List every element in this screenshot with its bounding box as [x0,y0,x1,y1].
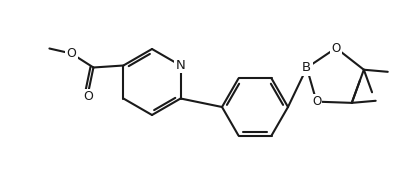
Text: O: O [331,42,341,55]
Text: O: O [84,90,93,103]
Text: N: N [176,59,186,72]
Text: O: O [312,95,321,108]
Text: B: B [302,61,311,74]
Text: O: O [66,47,76,60]
